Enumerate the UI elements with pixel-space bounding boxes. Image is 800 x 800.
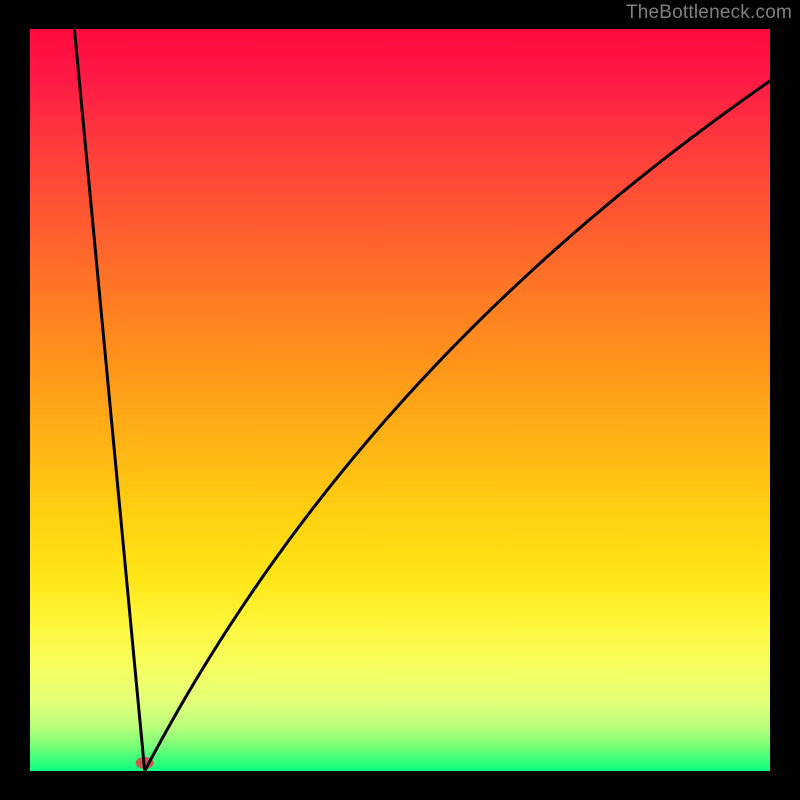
chart-container: TheBottleneck.com xyxy=(0,0,800,800)
gradient-background xyxy=(30,29,770,771)
plot-area xyxy=(30,29,770,771)
watermark-text: TheBottleneck.com xyxy=(626,2,792,24)
